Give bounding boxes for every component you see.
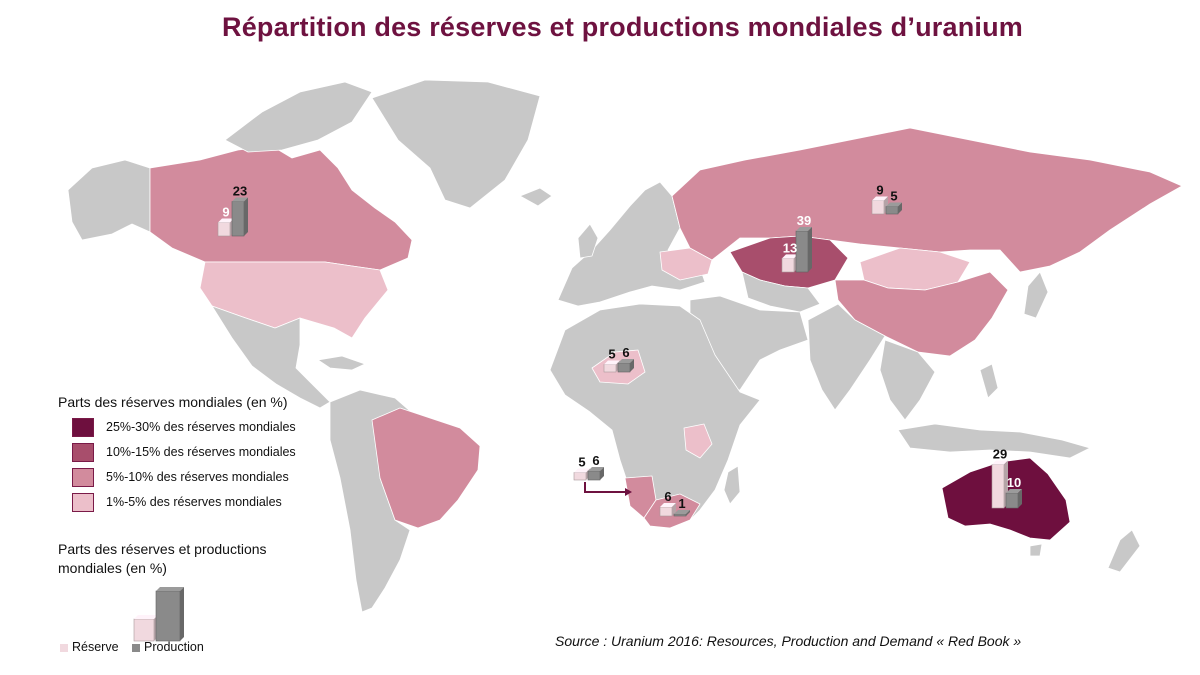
legend-bars-title: Parts des réserves et productions mondia…	[58, 541, 267, 576]
production-value-label: 1	[678, 496, 685, 511]
reserve-square-icon	[60, 644, 68, 652]
source-note: Source : Uranium 2016: Resources, Produc…	[555, 633, 1022, 649]
reserve-value-label: 5	[608, 347, 615, 362]
production-value-label: 5	[890, 189, 897, 204]
region-canada	[149, 145, 413, 271]
bar-legend: Réserve Production	[60, 640, 214, 654]
region-iceland	[519, 187, 553, 207]
reserve-value-label: 13	[783, 240, 797, 255]
region-uk	[577, 223, 599, 259]
region-new-zealand	[1107, 529, 1141, 573]
region-arctic-islands	[224, 81, 373, 153]
reserve-bar	[659, 503, 676, 517]
legend-label: 25%-30% des réserves mondiales	[106, 420, 296, 434]
production-bar	[885, 202, 902, 215]
production-bar	[587, 467, 604, 481]
legend-swatch	[72, 493, 94, 512]
region-tasmania	[1029, 543, 1043, 557]
map-title: Répartition des réserves et productions …	[222, 12, 1023, 42]
region-caribbean	[317, 355, 366, 371]
bar-legend-reserve: Réserve	[60, 640, 119, 654]
region-philippines	[979, 363, 999, 399]
region-india	[807, 303, 886, 411]
region-tanzania	[683, 423, 713, 459]
region-central-asia	[741, 271, 821, 313]
region-southeast-asia	[879, 339, 936, 421]
reserve-bar	[573, 468, 590, 481]
region-greenland	[371, 79, 541, 209]
production-bar	[617, 359, 634, 373]
reserve-value-label: 6	[664, 489, 671, 504]
production-value-label: 39	[797, 213, 811, 228]
region-alaska	[67, 159, 151, 241]
legend-label: 10%-15% des réserves mondiales	[106, 445, 296, 459]
legend-swatch	[72, 418, 94, 437]
bar-legend-reserve-label: Réserve	[72, 640, 119, 654]
region-europe	[557, 181, 706, 307]
legend-swatch	[72, 443, 94, 462]
southern-africa-connector	[584, 482, 625, 493]
reserve-bar	[603, 360, 620, 373]
reserve-value-label: 5	[578, 455, 585, 470]
legend-swatch	[72, 468, 94, 487]
reserve-value-label: 9	[222, 205, 229, 220]
production-square-icon	[132, 644, 141, 652]
arrow-head-icon	[625, 488, 632, 496]
production-value-label: 6	[592, 453, 599, 468]
production-bar	[795, 227, 812, 273]
bar-legend-production: Production	[132, 640, 204, 654]
legend-label: 1%-5% des réserves mondiales	[106, 495, 282, 509]
legend-label: 5%-10% des réserves mondiales	[106, 470, 289, 484]
reserve-value-label: 29	[993, 447, 1007, 462]
region-indonesia	[897, 423, 1091, 459]
legend-production-bar-icon	[155, 587, 184, 642]
region-brazil	[371, 407, 481, 529]
bar-legend-production-label: Production	[144, 640, 204, 654]
reserve-bar	[781, 254, 798, 273]
reserve-bar	[871, 196, 888, 215]
region-japan	[1023, 271, 1049, 319]
production-bar	[673, 510, 690, 517]
reserve-bar	[991, 460, 1008, 509]
production-value-label: 10	[1007, 475, 1021, 490]
reserve-bar	[217, 218, 234, 237]
legend-reserve-bar-icon	[133, 615, 158, 642]
reserve-value-label: 9	[876, 183, 883, 198]
region-madagascar	[723, 465, 741, 505]
region-africa	[549, 303, 761, 529]
production-value-label: 23	[233, 184, 247, 199]
production-bar	[1005, 489, 1022, 509]
region-mexico	[211, 305, 331, 409]
production-value-label: 6	[622, 345, 629, 360]
legend-reserves-title: Parts des réserves mondiales (en %)	[58, 394, 288, 410]
production-bar	[231, 197, 248, 237]
